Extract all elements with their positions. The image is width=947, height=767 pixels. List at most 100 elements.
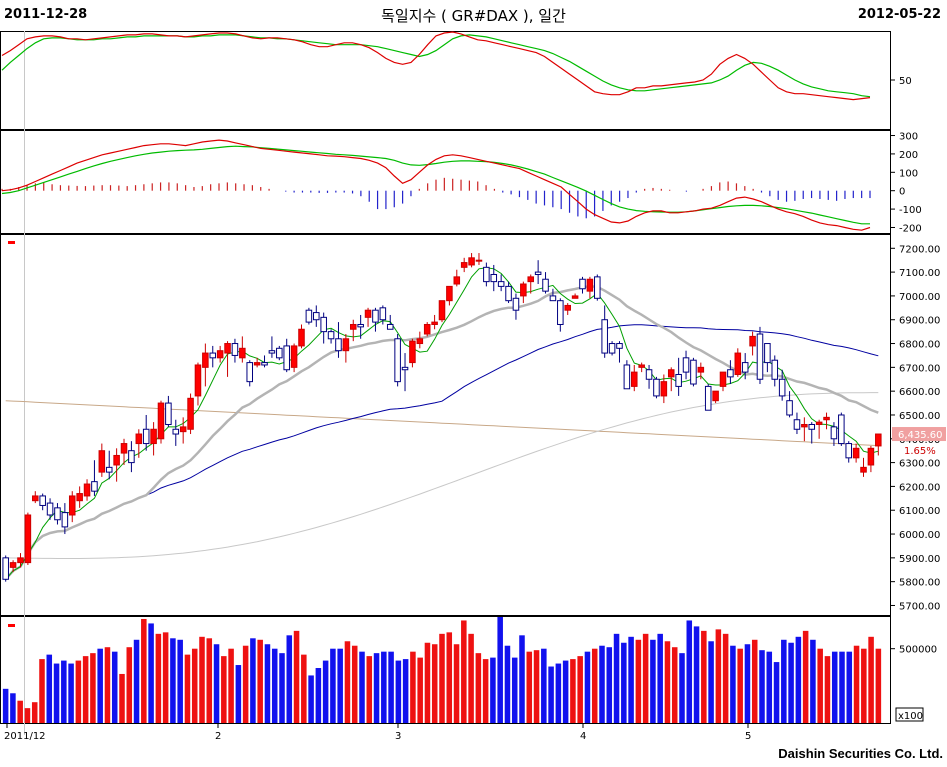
candle-down (372, 309, 379, 323)
candle-down (54, 507, 61, 521)
volume-bar (2, 688, 9, 723)
volume-bar (271, 648, 278, 723)
volume-bar (206, 638, 213, 723)
candle-down (793, 419, 801, 430)
candle-down (231, 343, 239, 356)
volume-bar (802, 630, 809, 723)
candle-down (172, 428, 180, 435)
volume-bar (82, 656, 89, 723)
volume-bar (388, 651, 394, 723)
volume-bar (831, 651, 838, 723)
candle-up (9, 562, 17, 568)
candle-up (17, 557, 24, 564)
candle-down (838, 414, 845, 445)
panel-frame-macd (0, 130, 891, 234)
volume-bar (264, 644, 271, 723)
volume-bar (53, 663, 60, 723)
volume-bar (90, 653, 96, 723)
last-price-tag (892, 427, 946, 442)
candle-up (431, 321, 438, 325)
candle-up (342, 338, 350, 352)
candle-down (276, 347, 283, 359)
volume-bar (381, 651, 387, 723)
volume-bar (475, 653, 482, 723)
candle-down (246, 362, 254, 383)
volume-bar (577, 656, 583, 723)
price-axis-tick-label: 6600.00 (899, 387, 940, 398)
candle-down (608, 343, 616, 354)
candle-down (845, 443, 852, 459)
price-axis-tick-label: 6900.00 (899, 316, 940, 327)
volume-bar (191, 648, 198, 723)
volume-bar (599, 645, 605, 723)
volume-bar (322, 660, 329, 723)
volume-bar (788, 642, 794, 723)
volume-bar (737, 648, 743, 723)
candle-up (194, 364, 202, 397)
candle-up (364, 309, 372, 318)
x-axis-label: 2 (215, 731, 221, 742)
candle-down (505, 285, 512, 302)
volume-bar (279, 653, 285, 723)
volume-bar (221, 656, 227, 723)
volume-bar (555, 663, 562, 723)
candle-down (653, 378, 660, 397)
volume-bar (250, 638, 256, 723)
candle-down (91, 481, 98, 492)
candle-up (216, 350, 224, 359)
volume-bar (373, 653, 380, 723)
volume-bar (417, 657, 423, 723)
volume-bar (744, 644, 751, 723)
candle-down (61, 512, 69, 528)
chart-title: 독일지수 ( GR#DAX ), 일간 (381, 7, 566, 25)
price-axis-tick-label: 5900.00 (899, 554, 940, 565)
volume-bar (97, 648, 103, 723)
candle-up (823, 416, 830, 421)
candle-up (660, 381, 668, 397)
candle-up (83, 483, 91, 497)
candle-down (579, 278, 586, 290)
candle-down (2, 557, 9, 580)
candle-down (601, 319, 608, 354)
candle-down (756, 333, 764, 380)
end-date: 2012-05-22 (857, 7, 941, 22)
volume-bar (548, 666, 554, 723)
volume-bar (104, 647, 111, 723)
candle-up (815, 421, 823, 425)
price-axis-tick-label: 6200.00 (899, 482, 940, 493)
candle-up (446, 285, 453, 302)
candle-up (801, 424, 808, 428)
last-price-label: 6,435.60 (898, 430, 943, 441)
candle-up (860, 466, 867, 473)
price-axis-tick-label: 6000.00 (899, 530, 940, 541)
candle-down (512, 297, 520, 311)
volume-bar (31, 702, 38, 723)
candle-down (327, 331, 335, 340)
volume-bar (861, 648, 867, 723)
candle-up (667, 369, 675, 378)
volume-bar (133, 639, 140, 723)
price-axis-tick-label: 7100.00 (899, 268, 940, 279)
volume-bar (824, 656, 831, 723)
volume-bar (439, 633, 445, 723)
change-label: 1.65% (904, 446, 936, 457)
volume-bar (708, 641, 714, 723)
candle-down (645, 369, 653, 380)
candle-up (202, 352, 209, 368)
candle-up (586, 278, 594, 292)
volume-bar (141, 618, 147, 723)
candle-down (534, 271, 542, 275)
volume-unit-label: x100 (898, 711, 923, 722)
volume-bar (570, 659, 576, 723)
volume-bar (24, 708, 31, 723)
candle-up (120, 443, 128, 454)
start-date: 2011-12-28 (4, 7, 88, 22)
candle-down (39, 495, 46, 506)
x-axis-label: 3 (395, 731, 401, 742)
volume-bar (257, 639, 263, 723)
macd-line (1, 139, 871, 231)
volume-bar (286, 635, 293, 723)
candle-up (630, 371, 638, 387)
price-axis-tick-label: 7200.00 (899, 244, 940, 255)
